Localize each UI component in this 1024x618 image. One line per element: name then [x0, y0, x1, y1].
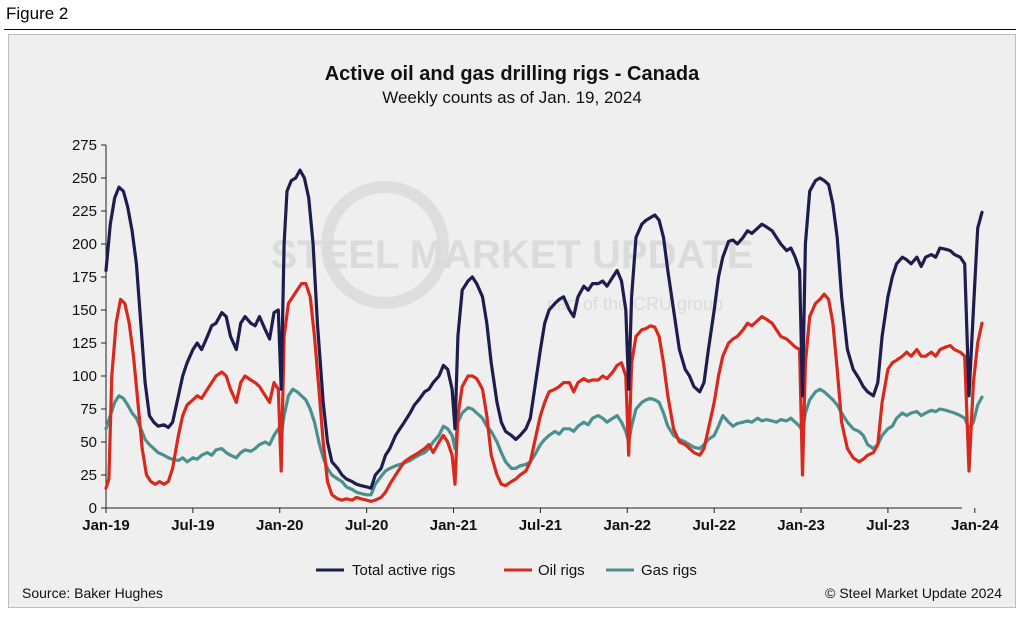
x-tick-label: Jan-21 [430, 517, 478, 534]
watermark-line2: part of the CRU group [547, 294, 723, 314]
y-tick-label: 100 [72, 368, 97, 385]
legend-label-oil: Oil rigs [538, 562, 585, 579]
x-tick-label: Jan-24 [951, 517, 999, 534]
y-tick-label: 0 [89, 500, 97, 517]
y-tick-label: 50 [80, 434, 97, 451]
x-tick-label: Jan-19 [82, 517, 130, 534]
figure-label: Figure 2 [6, 4, 69, 23]
figure-rule [4, 29, 1016, 30]
x-tick-label: Jan-20 [256, 517, 304, 534]
series-line-oil-rigs [104, 282, 984, 503]
x-tick-label: Jul-19 [171, 517, 214, 534]
legend-label-total: Total active rigs [352, 562, 455, 579]
y-tick-label: 175 [72, 269, 97, 286]
watermark-logo-ring [321, 181, 449, 309]
x-tick-label: Jan-22 [604, 517, 652, 534]
watermark-line1: STEEL MARKET UPDATE [271, 233, 754, 277]
legend: Total active rigs Oil rigs Gas rigs [316, 562, 697, 579]
y-tick-label: 250 [72, 170, 97, 187]
series-line-total-active-rigs [104, 168, 984, 490]
chart-subtitle: Weekly counts as of Jan. 19, 2024 [382, 88, 642, 107]
y-tick-label: 150 [72, 302, 97, 319]
legend-label-gas: Gas rigs [641, 562, 697, 579]
y-tick-label: 225 [72, 203, 97, 220]
axes: 0 25 50 75 100 125 150 175 200 225 250 275 Jan-19 Jul… [72, 137, 999, 534]
x-tick-label: Jan-23 [777, 517, 825, 534]
y-tick-label: 275 [72, 137, 97, 154]
source-note: Source: Baker Hughes [22, 585, 163, 601]
x-tick-label: Jul-21 [519, 517, 562, 534]
y-tick-label: 75 [80, 401, 97, 418]
series-layer [104, 168, 984, 503]
y-tick-label: 25 [80, 467, 97, 484]
y-tick-label: 200 [72, 236, 97, 253]
copyright-note: © Steel Market Update 2024 [825, 585, 1002, 601]
x-tick-label: Jul-23 [866, 517, 909, 534]
watermark: STEEL MARKET UPDATE part of the CRU grou… [271, 181, 754, 314]
chart-title: Active oil and gas drilling rigs - Canad… [325, 63, 700, 85]
x-tick-label: Jul-20 [345, 517, 388, 534]
y-tick-label: 125 [72, 335, 97, 352]
chart-panel [8, 34, 1016, 608]
series-line-gas-rigs [104, 387, 984, 497]
x-tick-label: Jul-22 [692, 517, 735, 534]
